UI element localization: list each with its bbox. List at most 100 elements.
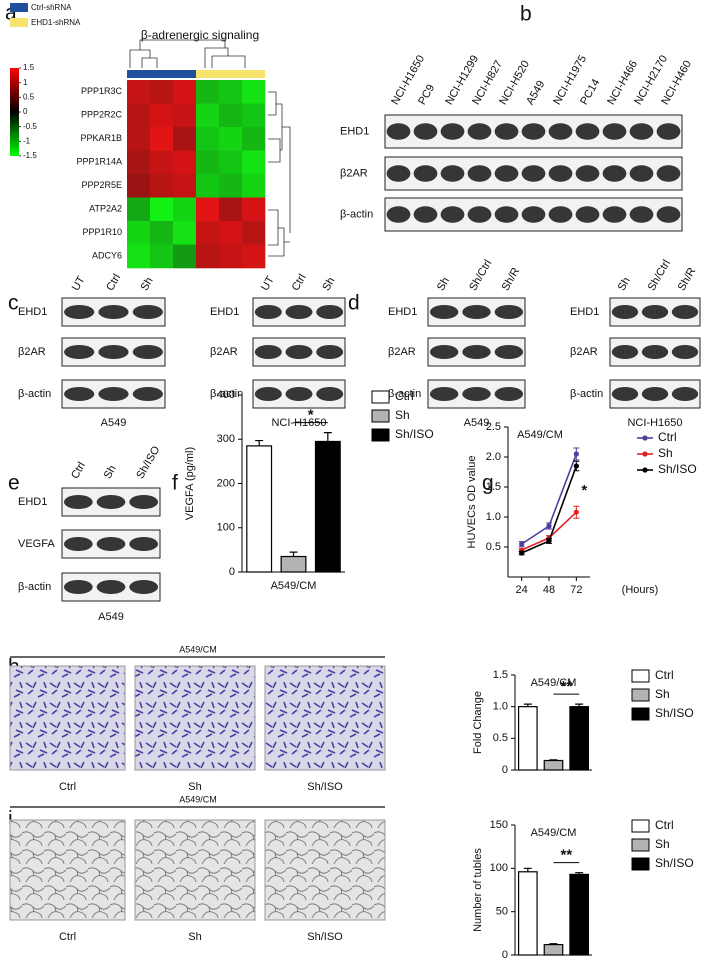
blot-band — [98, 345, 129, 359]
y-tick-label: 2.0 — [486, 451, 501, 463]
panel-label: b — [520, 3, 532, 26]
y-tick-label: 1.5 — [486, 481, 501, 493]
blot-band — [285, 387, 313, 401]
y-tick-label: 0.5 — [493, 732, 508, 744]
legend-marker — [642, 451, 648, 457]
row-label: β2AR — [388, 346, 416, 358]
blot-band — [521, 123, 546, 140]
y-axis-label: HUVECs OD value — [466, 456, 478, 549]
point — [573, 509, 579, 515]
heat-cell — [173, 80, 197, 104]
error-bar — [549, 943, 558, 945]
row-label: EHD1 — [570, 306, 599, 318]
heat-cell — [173, 127, 197, 151]
blot-band — [494, 345, 524, 359]
x-tick-label: 72 — [570, 584, 582, 596]
legend-swatch — [10, 3, 28, 12]
row-label: PPP1R10 — [82, 227, 122, 237]
heat-cell — [242, 150, 266, 175]
lane-label: Ctrl — [104, 272, 123, 293]
heat-cell — [196, 174, 220, 198]
legend-label: Sh/ISO — [658, 462, 697, 476]
y-tick-label: 200 — [217, 477, 235, 489]
heat-cell — [150, 150, 174, 175]
blot-band — [671, 305, 699, 319]
blot-band — [602, 206, 627, 223]
panel-label: d — [348, 292, 360, 315]
heat-cell — [219, 221, 243, 245]
bar — [569, 706, 590, 771]
blot-band — [602, 123, 627, 140]
legend-swatch — [371, 390, 390, 404]
bar — [569, 873, 590, 956]
blot-band — [494, 305, 524, 319]
lane-label: Sh — [139, 275, 156, 293]
blot-band — [285, 305, 313, 319]
legend-label: Ctrl — [658, 430, 677, 444]
bar — [517, 706, 538, 771]
blot-caption: A549 — [101, 417, 127, 429]
blot-band — [494, 206, 519, 223]
lane-label: UT — [70, 274, 88, 293]
annotation: * — [308, 407, 314, 424]
row-label: β-actin — [570, 388, 603, 400]
row-dendrogram — [268, 91, 291, 257]
heat-cell — [127, 244, 151, 269]
y-tick-label: 50 — [496, 906, 508, 918]
error-bar — [549, 759, 558, 761]
panel-label: c — [8, 292, 19, 315]
point — [573, 451, 579, 457]
heat-cell — [150, 103, 174, 128]
blot-band — [386, 206, 411, 223]
heat-cell — [150, 127, 174, 151]
image-label: Ctrl — [59, 931, 76, 943]
lane-label: Sh — [320, 275, 337, 293]
blot-band — [521, 165, 546, 182]
y-tick-label: 2.5 — [486, 421, 501, 433]
heat-cell — [150, 174, 174, 198]
group-bar — [196, 70, 265, 78]
bar — [314, 440, 341, 573]
heat-cell — [196, 197, 220, 222]
blot-band — [429, 345, 459, 359]
x-tick-label: A549/CM — [271, 580, 317, 592]
heat-cell — [173, 244, 197, 269]
blot-band — [63, 537, 93, 551]
panel-label: i — [8, 808, 13, 831]
blot-band — [641, 305, 669, 319]
blot-band — [521, 206, 546, 223]
panel-label: f — [172, 472, 178, 495]
blot-band — [467, 123, 492, 140]
blot-band — [129, 495, 159, 509]
blot-band — [429, 387, 459, 401]
error-bar — [575, 703, 584, 707]
blot-band — [254, 345, 282, 359]
heat-cell — [127, 103, 151, 128]
blot-band — [429, 305, 459, 319]
lane-label: Sh/Ctrl — [467, 258, 494, 293]
bar — [543, 759, 564, 771]
blot-band — [494, 387, 524, 401]
error-bar — [523, 703, 532, 707]
row-label: β2AR — [570, 346, 598, 358]
point — [546, 538, 552, 544]
heat-cell — [150, 244, 174, 269]
y-tick-label: 1.0 — [493, 701, 508, 713]
heat-cell — [242, 80, 266, 104]
y-axis-label: VEGFA (pg/ml) — [184, 447, 196, 520]
legend-label: Sh — [658, 446, 673, 460]
image-label: Sh/ISO — [307, 781, 343, 793]
y-tick-label: 1.0 — [486, 511, 501, 523]
legend-swatch — [371, 428, 390, 442]
heat-cell — [242, 221, 266, 245]
blot-band — [575, 206, 600, 223]
heat-cell — [173, 221, 197, 245]
heat-cell — [219, 103, 243, 128]
lane-label: Sh/Ctrl — [646, 258, 673, 293]
row-label: β-actin — [18, 388, 51, 400]
blot-band — [254, 305, 282, 319]
error-bar — [255, 439, 264, 446]
heat-cell — [173, 103, 197, 128]
row-label: β-actin — [18, 581, 51, 593]
